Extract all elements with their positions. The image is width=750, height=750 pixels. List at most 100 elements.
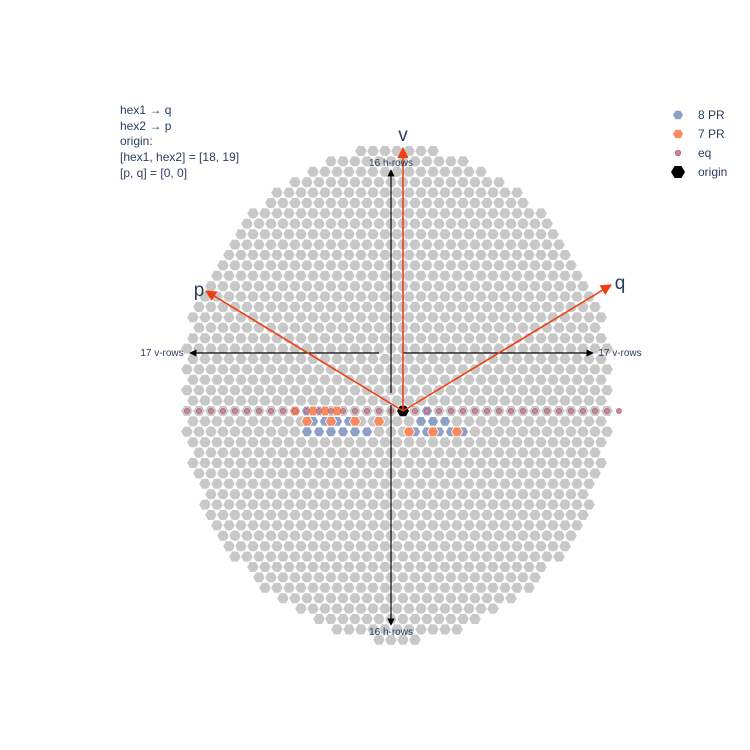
lattice-hex [486, 540, 500, 553]
lattice-hex [468, 550, 482, 563]
lattice-hex [528, 363, 542, 376]
lattice-hex [312, 613, 326, 625]
lattice-hex [246, 332, 260, 345]
lattice-hex [402, 145, 416, 157]
lattice-hex [222, 540, 236, 553]
pr7-point [300, 416, 314, 427]
lattice-hex [294, 207, 308, 220]
legend-item-eq[interactable]: eq [674, 146, 711, 160]
lattice-hex [252, 425, 266, 438]
lattice-hex [444, 280, 458, 293]
lattice-hex [522, 394, 536, 407]
lattice-hex [354, 519, 368, 532]
eq-point [220, 408, 226, 414]
lattice-hex [420, 176, 434, 189]
lattice-hex [204, 425, 218, 438]
lattice-hex [486, 477, 500, 490]
legend-item-8pr[interactable]: 8 PR [673, 108, 725, 122]
pr8-point [300, 426, 314, 438]
lattice-hex [228, 488, 242, 501]
lattice-hex [564, 321, 578, 334]
lattice-hex [204, 301, 218, 313]
lattice-hex [360, 197, 374, 209]
lattice-hex [438, 311, 452, 324]
lattice-hex [240, 384, 254, 397]
lattice-hex [192, 321, 206, 334]
lattice-hex [432, 467, 446, 480]
lattice-hex [588, 446, 602, 459]
lattice-hex [522, 457, 536, 469]
lattice-hex [480, 509, 494, 521]
lattice-hex [372, 197, 386, 209]
lattice-hex [354, 623, 368, 636]
legend-item-origin[interactable]: origin [671, 165, 727, 179]
eq-point [340, 408, 346, 414]
lattice-hex [408, 384, 422, 397]
lattice-hex [438, 207, 452, 220]
lattice-hex [282, 457, 296, 469]
lattice-hex [246, 394, 260, 407]
lattice-hex [294, 498, 308, 511]
lattice-hex [354, 477, 368, 490]
lattice-hex [258, 290, 272, 303]
lattice-hex [456, 592, 470, 605]
legend-item-7pr[interactable]: 7 PR [673, 127, 725, 141]
lattice-hex [546, 373, 560, 386]
lattice-hex [450, 311, 464, 324]
lattice-hex [300, 592, 314, 605]
lattice-hex [192, 467, 206, 480]
lattice-hex [486, 519, 500, 532]
lattice-hex [408, 197, 422, 209]
lattice-hex [408, 321, 422, 334]
lattice-hex [432, 217, 446, 230]
lattice-hex [546, 249, 560, 261]
lattice-hex [360, 529, 374, 542]
lattice-hex [558, 436, 572, 449]
lattice-hex [264, 238, 278, 251]
lattice-hex [348, 176, 362, 189]
lattice-hex [414, 228, 428, 241]
lattice-hex [264, 509, 278, 521]
lattice-hex [312, 217, 326, 230]
lattice-hex [396, 467, 410, 480]
lattice-hex [570, 519, 584, 532]
lattice-hex [318, 269, 332, 282]
pr8-point [324, 426, 338, 438]
lattice-hex [354, 561, 368, 573]
lattice-hex [264, 529, 278, 542]
lattice-hex [516, 301, 530, 313]
lattice-hex [462, 394, 476, 407]
lattice-hex [228, 363, 242, 376]
legend[interactable]: 8 PR 7 PR eq origin [671, 108, 727, 179]
lattice-hex [300, 467, 314, 480]
lattice-hex [528, 425, 542, 438]
lattice-hex [360, 613, 374, 625]
lattice-hex [582, 436, 596, 449]
lattice-hex [510, 519, 524, 532]
lattice-hex [396, 592, 410, 605]
lattice-hex [492, 592, 506, 605]
lattice-hex [588, 425, 602, 438]
lattice-hex [402, 540, 416, 553]
lattice-hex [330, 436, 344, 449]
lattice-hex [222, 290, 236, 303]
lattice-hex [372, 321, 386, 334]
lattice-hex [450, 623, 464, 636]
lattice-hex [294, 540, 308, 553]
lattice-hex [258, 498, 272, 511]
lattice-hex [276, 446, 290, 459]
lattice-hex [474, 519, 488, 532]
lattice-hex [324, 384, 338, 397]
lattice-hex [270, 249, 284, 261]
lattice-hex [300, 197, 314, 209]
lattice-hex [282, 540, 296, 553]
lattice-hex [282, 498, 296, 511]
lattice-hex [204, 488, 218, 501]
lattice-hex [504, 259, 518, 272]
lattice-hex [456, 384, 470, 397]
lattice-hex [504, 571, 518, 584]
lattice-hex [276, 384, 290, 397]
lattice-hex [414, 145, 428, 157]
lattice-hex [336, 488, 350, 501]
lattice-hex [558, 519, 572, 532]
